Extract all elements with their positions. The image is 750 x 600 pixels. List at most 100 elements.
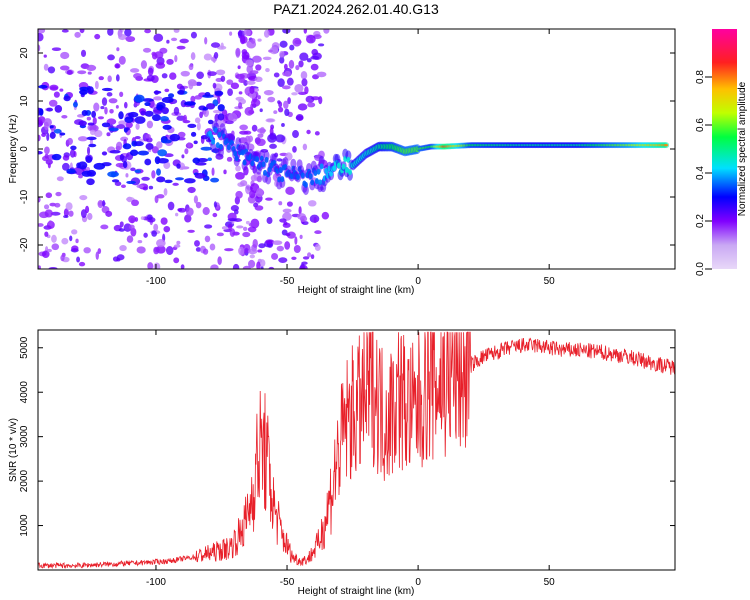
noise-blob [77,70,87,75]
noise-blob [194,95,202,100]
noise-blob [48,220,53,226]
signal-blob [49,131,56,139]
noise-blob [83,247,91,254]
x-tick-label: -50 [280,276,295,287]
noise-blob [258,259,266,267]
noise-blob [118,55,126,65]
noise-blob [204,235,211,243]
signal-blob [162,124,172,130]
noise-blob [98,76,104,81]
signal-blob [156,158,169,164]
noise-blob [163,161,171,170]
noise-blob [100,105,105,110]
noise-blob [43,54,47,58]
noise-blob [196,71,204,79]
noise-blob [119,91,124,98]
noise-blob [211,167,215,176]
noise-blob [51,234,57,243]
noise-blob [115,74,120,82]
noise-blob [241,49,248,55]
noise-blob [43,118,52,127]
noise-blob [194,240,200,247]
noise-blob [97,116,104,120]
noise-blob [305,34,316,44]
noise-blob [130,167,136,172]
noise-blob [303,29,308,34]
noise-blob [275,134,286,143]
colorbar-tick-label: 0.6 [695,118,706,132]
signal-blob [184,178,196,184]
noise-blob [299,215,308,222]
noise-blob [298,60,304,68]
noise-blob [43,204,50,210]
noise-blob [101,97,108,106]
signal-blob [91,110,97,118]
noise-blob [235,190,243,199]
colorbar-gradient [712,29,737,269]
noise-blob [279,218,287,223]
noise-blob [43,63,49,71]
noise-blob [154,51,164,59]
noise-blob [130,227,137,237]
noise-blob [300,70,308,80]
noise-blob [170,37,178,42]
noise-blob [226,156,233,162]
noise-blob [38,29,46,34]
noise-blob [144,29,151,34]
signal-blob [156,104,164,111]
noise-blob [291,256,297,260]
noise-blob [80,49,87,58]
noise-blob [188,63,194,71]
noise-blob [94,80,99,90]
noise-blob [255,64,262,71]
signal-blob [81,109,88,117]
noise-blob [221,226,229,230]
noise-blob [207,71,217,77]
signal-blob [111,179,120,183]
noise-blob [245,220,250,225]
noise-blob [180,70,190,77]
signal-blob [49,125,54,129]
y-tick-label: 5000 [19,336,30,359]
noise-blob [128,224,135,230]
noise-blob [314,243,321,252]
noise-blob [184,214,192,223]
noise-blob [292,146,297,153]
noise-blob [146,120,154,129]
noise-blob [307,252,312,258]
noise-blob [294,236,298,245]
noise-blob [283,63,288,70]
noise-blob [203,108,209,118]
noise-blob [50,211,61,216]
signal-blob [133,94,145,103]
noise-blob [238,91,243,95]
noise-blob [203,53,213,61]
noise-blob [220,75,226,82]
signal-blob [140,110,146,116]
noise-blob [245,184,251,195]
signal-blob [93,162,106,170]
noise-blob [229,228,236,237]
noise-blob [301,221,309,226]
heatmap-x-axis-label: Height of straight line (km) [298,285,415,296]
noise-blob [141,176,150,181]
noise-blob [195,81,202,86]
noise-blob [306,58,312,63]
signal-blob [39,108,44,116]
noise-blob [153,223,159,232]
noise-blob [195,201,202,209]
noise-blob [118,120,127,126]
heatmap-x-ticks: -100 -50 0 50 [146,29,555,287]
x-tick-label: 50 [544,276,556,287]
noise-blob [102,199,106,207]
x-tick-label: -100 [146,577,166,588]
noise-blob [181,154,185,159]
noise-blob [177,131,186,138]
noise-blob [199,111,204,119]
noise-blob [63,208,69,217]
snr-series-line [38,331,675,570]
ridge-core [300,172,305,179]
noise-blob [248,259,256,269]
noise-blob [106,92,113,97]
noise-blob [283,100,289,109]
